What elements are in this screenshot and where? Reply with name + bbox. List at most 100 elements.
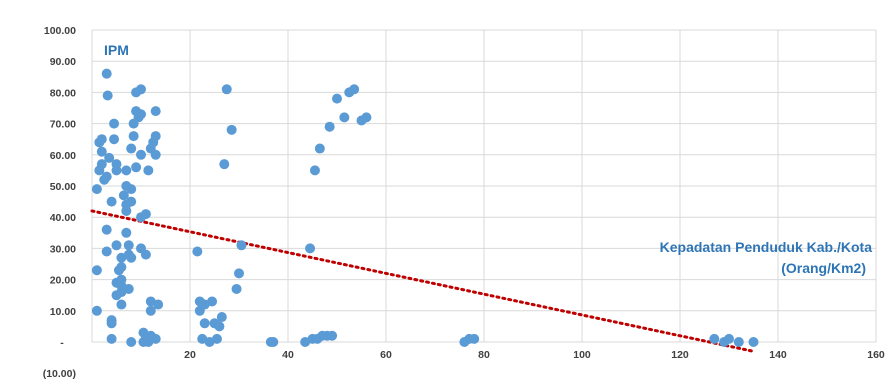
y-variable-label: IPM bbox=[104, 42, 129, 58]
data-point bbox=[236, 240, 247, 251]
data-point bbox=[145, 305, 156, 316]
y-tick-label: 20.00 bbox=[50, 275, 76, 287]
data-point bbox=[123, 283, 134, 294]
data-point bbox=[111, 240, 122, 251]
data-point bbox=[216, 312, 227, 323]
grid bbox=[91, 29, 877, 343]
data-point bbox=[106, 333, 117, 344]
data-point bbox=[101, 246, 112, 257]
data-point bbox=[91, 305, 102, 316]
data-point bbox=[126, 184, 137, 195]
data-point bbox=[140, 209, 151, 220]
data-point bbox=[150, 333, 161, 344]
y-tick-label: 60.00 bbox=[50, 150, 76, 162]
data-point bbox=[314, 143, 325, 154]
x-tick-label: 60 bbox=[380, 349, 392, 361]
x-variable-label-line1: Kepadatan Penduduk Kab./Kota bbox=[660, 239, 873, 255]
data-point bbox=[96, 159, 107, 170]
y-tick-label: 100.00 bbox=[44, 25, 76, 37]
y-tick-label: (10.00) bbox=[43, 368, 76, 380]
data-point bbox=[102, 90, 113, 101]
x-tick-label: 160 bbox=[867, 349, 885, 361]
data-point bbox=[305, 243, 316, 254]
x-tick-label: 40 bbox=[282, 349, 294, 361]
data-point bbox=[733, 337, 744, 347]
trendline bbox=[90, 209, 755, 353]
data-point bbox=[121, 205, 132, 216]
y-tick-label: 40.00 bbox=[50, 212, 76, 224]
data-point bbox=[126, 196, 137, 207]
data-point bbox=[126, 252, 137, 263]
data-point bbox=[128, 131, 139, 142]
x-tick-label: 100 bbox=[573, 349, 591, 361]
data-point bbox=[109, 118, 120, 129]
data-point bbox=[150, 106, 161, 117]
data-point bbox=[226, 124, 237, 135]
data-point bbox=[121, 227, 132, 238]
data-point bbox=[121, 165, 132, 176]
data-point bbox=[332, 93, 342, 104]
y-tick-label: 70.00 bbox=[50, 119, 76, 131]
data-point bbox=[136, 109, 146, 120]
data-point bbox=[143, 165, 154, 176]
data-point bbox=[150, 131, 161, 142]
data-point bbox=[153, 299, 164, 310]
data-point bbox=[709, 333, 720, 344]
y-tick-label: 90.00 bbox=[50, 56, 76, 68]
data-point bbox=[101, 224, 112, 235]
y-tick-label: - bbox=[60, 337, 64, 349]
data-point bbox=[106, 196, 117, 207]
data-point bbox=[118, 190, 129, 201]
data-point bbox=[136, 149, 146, 160]
y-tick-label: 30.00 bbox=[50, 243, 76, 255]
data-point bbox=[136, 84, 146, 95]
data-point bbox=[116, 299, 127, 310]
data-point bbox=[469, 333, 480, 344]
data-point bbox=[106, 318, 117, 329]
data-point bbox=[234, 268, 244, 279]
data-point bbox=[211, 333, 222, 344]
y-tick-label: 50.00 bbox=[50, 181, 76, 193]
data-point bbox=[324, 121, 335, 132]
data-point bbox=[150, 149, 161, 160]
data-point bbox=[207, 296, 218, 307]
y-tick-label: 80.00 bbox=[50, 87, 76, 99]
data-point bbox=[126, 143, 137, 154]
data-point bbox=[140, 249, 151, 260]
x-tick-label: 120 bbox=[671, 349, 689, 361]
tick-labels: (10.00) - 10.00 20.00 30.00 40.00 50.00 60.00 70… bbox=[43, 25, 885, 380]
y-tick-label: 10.00 bbox=[50, 306, 76, 318]
data-point bbox=[327, 330, 338, 341]
data-point bbox=[123, 240, 134, 251]
data-point bbox=[349, 84, 360, 95]
data-point bbox=[101, 171, 112, 182]
data-point bbox=[96, 146, 107, 157]
x-tick-label: 140 bbox=[769, 349, 787, 361]
data-point bbox=[199, 318, 210, 329]
data-point bbox=[91, 265, 102, 276]
data-point bbox=[91, 184, 102, 195]
data-point bbox=[361, 112, 372, 123]
data-point bbox=[231, 283, 242, 294]
x-tick-label: 80 bbox=[478, 349, 490, 361]
data-point bbox=[339, 112, 350, 123]
data-point bbox=[126, 337, 137, 347]
data-point bbox=[192, 246, 203, 257]
data-point bbox=[268, 337, 279, 347]
data-point bbox=[214, 321, 225, 332]
x-tick-label: 20 bbox=[184, 349, 196, 361]
data-point bbox=[104, 152, 115, 163]
data-point bbox=[221, 84, 232, 95]
data-point bbox=[219, 159, 230, 170]
data-point bbox=[309, 165, 320, 176]
data-point bbox=[101, 68, 112, 79]
trendline-layer bbox=[90, 209, 755, 353]
data-point bbox=[131, 162, 142, 173]
data-point bbox=[724, 333, 734, 344]
data-points bbox=[91, 68, 759, 347]
x-variable-label-line2: (Orang/Km2) bbox=[781, 260, 866, 276]
data-point bbox=[748, 337, 759, 347]
